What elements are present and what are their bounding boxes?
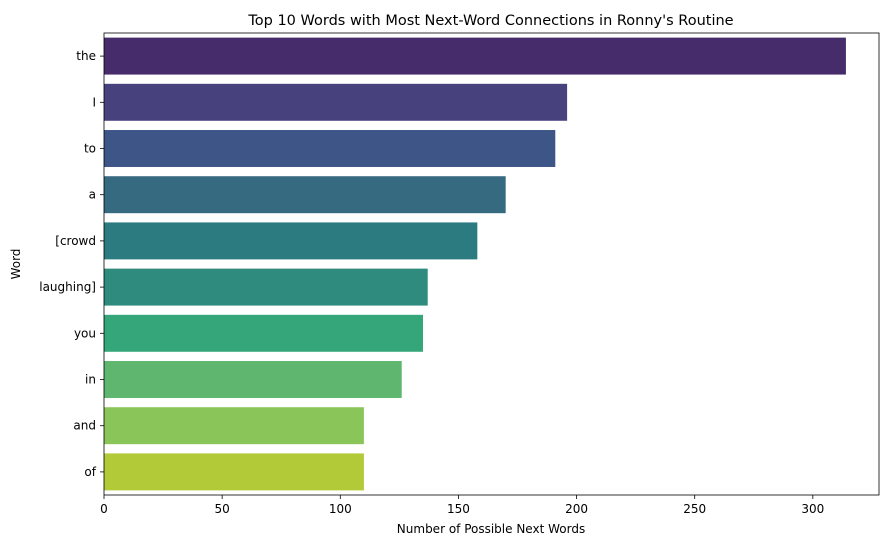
x-axis-title: Number of Possible Next Words [397,522,585,536]
chart-title: Top 10 Words with Most Next-Word Connect… [247,13,733,29]
x-axis-ticks: 0 50 100 150 200 250 300 [100,495,824,516]
bar-3 [104,176,506,214]
x-tick-label: 200 [565,502,588,516]
bar-4 [104,222,478,260]
y-axis-ticks: the Ito a [crowd laughing] you in and of [39,49,104,479]
bar-6 [104,314,423,352]
bar-5 [104,268,428,306]
bars-group [104,37,846,491]
y-tick-label: you [74,326,96,340]
bar-2 [104,130,556,167]
y-tick-label: in [85,373,96,387]
y-tick-label: a [89,188,96,202]
y-tick-label: of [84,465,96,479]
y-tick-label: laughing] [39,280,96,294]
y-axis-title: Word [9,249,23,280]
bar-0 [104,37,846,75]
x-tick-label: 150 [447,502,470,516]
x-tick-label: 100 [329,502,352,516]
bar-1 [104,83,568,121]
plot-frame [103,32,880,496]
y-tick-label: and [73,419,96,433]
y-tick-label: I [92,95,96,109]
bar-9 [104,453,364,491]
y-tick-label: the [76,49,96,63]
y-tick-label: to [84,142,96,156]
x-tick-label: 300 [801,502,824,516]
bar-8 [104,407,364,445]
x-tick-label: 250 [683,502,706,516]
x-tick-label: 50 [214,502,229,516]
x-tick-label: 0 [100,502,108,516]
bar-7 [104,361,402,398]
y-tick-label: [crowd [55,234,96,248]
